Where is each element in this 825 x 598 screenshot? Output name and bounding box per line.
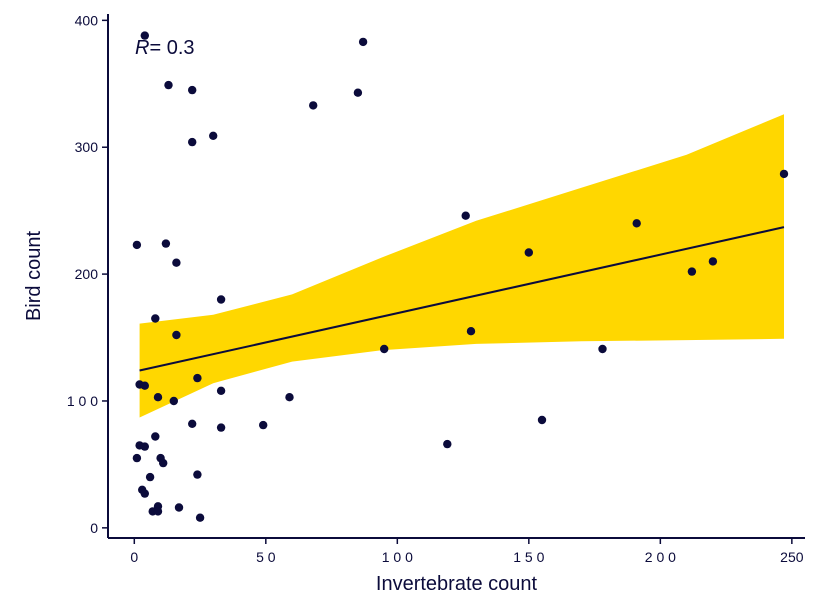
- x-tick-label: 5 0: [256, 549, 276, 565]
- correlation-annotation: R= 0.3: [135, 37, 195, 59]
- data-point: [525, 248, 533, 256]
- data-point: [359, 38, 367, 46]
- y-axis-title: Bird count: [23, 231, 45, 321]
- data-point: [146, 473, 154, 481]
- data-point: [633, 219, 641, 227]
- y-axis-ticks: 0 1 0 0 200 300 400: [67, 12, 108, 536]
- data-point: [141, 442, 149, 450]
- data-point: [467, 327, 475, 335]
- data-point: [172, 259, 180, 267]
- y-tick-label: 400: [75, 12, 99, 28]
- y-tick-label: 0: [90, 520, 98, 536]
- x-axis-ticks: 0 5 0 1 0 0 1 5 0 2 0 0 250: [130, 538, 803, 565]
- data-point: [309, 101, 317, 109]
- data-point: [159, 459, 167, 467]
- data-point: [780, 170, 788, 178]
- data-point: [133, 241, 141, 249]
- correlation-symbol: R: [135, 37, 149, 59]
- data-point: [193, 374, 201, 382]
- data-point: [164, 81, 172, 89]
- data-point: [141, 382, 149, 390]
- data-point: [170, 397, 178, 405]
- data-point: [538, 416, 546, 424]
- data-point: [193, 470, 201, 478]
- data-point: [217, 387, 225, 395]
- data-point: [188, 420, 196, 428]
- y-tick-label: 300: [75, 139, 99, 155]
- data-point: [709, 257, 717, 265]
- data-point: [151, 432, 159, 440]
- correlation-value: = 0.3: [149, 37, 194, 59]
- data-point: [688, 267, 696, 275]
- data-point: [196, 514, 204, 522]
- data-point: [443, 440, 451, 448]
- y-tick-label: 1 0 0: [67, 393, 98, 409]
- data-point: [188, 86, 196, 94]
- data-point: [462, 212, 470, 220]
- data-point: [154, 507, 162, 515]
- data-point: [188, 138, 196, 146]
- x-tick-label: 2 0 0: [645, 549, 676, 565]
- y-tick-label: 200: [75, 266, 99, 282]
- data-point: [172, 331, 180, 339]
- x-axis-title: Invertebrate count: [376, 573, 538, 595]
- data-point: [380, 345, 388, 353]
- data-point: [598, 345, 606, 353]
- data-point: [151, 314, 159, 322]
- data-point: [209, 132, 217, 140]
- x-tick-label: 1 5 0: [513, 549, 544, 565]
- data-point: [162, 239, 170, 247]
- data-point: [217, 295, 225, 303]
- data-point: [259, 421, 267, 429]
- data-point: [285, 393, 293, 401]
- data-point: [217, 423, 225, 431]
- data-point: [133, 454, 141, 462]
- data-point: [154, 393, 162, 401]
- confidence-band: [140, 114, 784, 417]
- x-tick-label: 1 0 0: [382, 549, 413, 565]
- x-tick-label: 250: [780, 549, 804, 565]
- data-point: [141, 489, 149, 497]
- data-point: [175, 503, 183, 511]
- data-point: [354, 89, 362, 97]
- x-tick-label: 0: [130, 549, 138, 565]
